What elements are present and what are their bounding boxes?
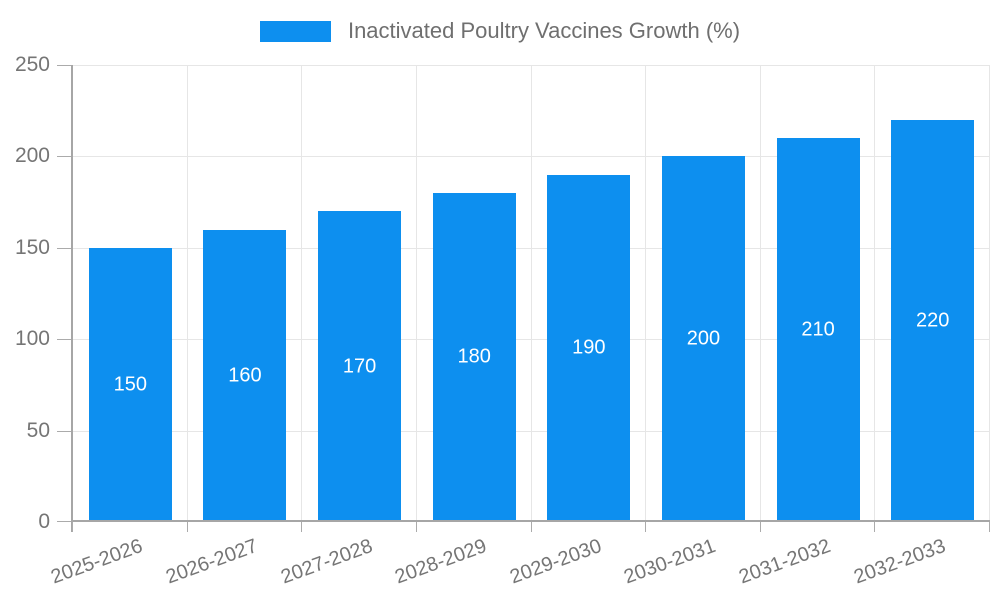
bar-value-label: 200	[686, 327, 721, 350]
bar: 150	[88, 247, 172, 522]
gridline-v	[186, 65, 188, 522]
x-tick-mark	[72, 522, 73, 532]
x-tick-mark	[645, 522, 647, 532]
gridline-h	[73, 430, 990, 432]
bar: 220	[891, 119, 975, 522]
bar: 210	[776, 138, 860, 522]
bar: 180	[432, 192, 516, 522]
x-axis-line	[71, 520, 990, 522]
x-tick-mark	[989, 522, 990, 532]
y-tick-label: 100	[14, 327, 50, 351]
bar: 170	[318, 211, 402, 522]
bar-value-label: 190	[572, 336, 606, 359]
y-tick-mark	[57, 521, 71, 522]
x-tick-mark	[530, 522, 532, 532]
plot-area: 150 160 170 180 190 200 210 220 0 50 100 150 200 250 2…	[15, 53, 990, 588]
x-tick-mark	[759, 522, 761, 532]
gridline-v	[530, 65, 532, 522]
gridline-v	[759, 65, 761, 522]
y-tick-mark	[57, 156, 71, 158]
y-tick-mark	[57, 339, 71, 341]
bar: 160	[203, 229, 287, 522]
x-tick-mark	[415, 522, 417, 532]
bar: 200	[661, 156, 745, 522]
x-tick-mark	[186, 522, 188, 532]
y-tick-label: 200	[14, 144, 50, 168]
gridline-v	[415, 65, 417, 522]
gridline-h	[73, 156, 990, 158]
gridline-h	[73, 65, 990, 66]
legend-label: Inactivated Poultry Vaccines Growth (%)	[347, 18, 741, 43]
bar-value-label: 210	[801, 318, 835, 341]
x-tick-mark	[301, 522, 303, 532]
gridline-h	[73, 339, 990, 341]
y-tick-label: 0	[38, 510, 50, 533]
y-tick-label: 150	[14, 235, 50, 259]
gridline-v	[301, 65, 303, 522]
bar-value-label: 160	[228, 364, 262, 387]
bar-value-label: 170	[342, 355, 377, 378]
x-tick-mark	[874, 522, 876, 532]
y-tick-mark	[57, 247, 71, 249]
gridline-v	[874, 65, 876, 522]
legend[interactable]: Inactivated Poultry Vaccines Growth (%)	[0, 18, 1000, 44]
bar-value-label: 220	[916, 309, 950, 332]
gridline-h	[73, 247, 990, 249]
gridline-v	[989, 65, 990, 522]
y-tick-label: 50	[26, 418, 50, 442]
bar: 190	[547, 174, 631, 522]
y-tick-mark	[57, 65, 71, 66]
y-axis-line	[71, 65, 73, 532]
y-tick-mark	[57, 430, 71, 432]
gridline-v	[645, 65, 647, 522]
y-tick-label: 250	[14, 53, 50, 76]
bar-value-label: 150	[113, 373, 147, 396]
legend-swatch	[259, 20, 331, 42]
bar-value-label: 180	[457, 345, 491, 368]
